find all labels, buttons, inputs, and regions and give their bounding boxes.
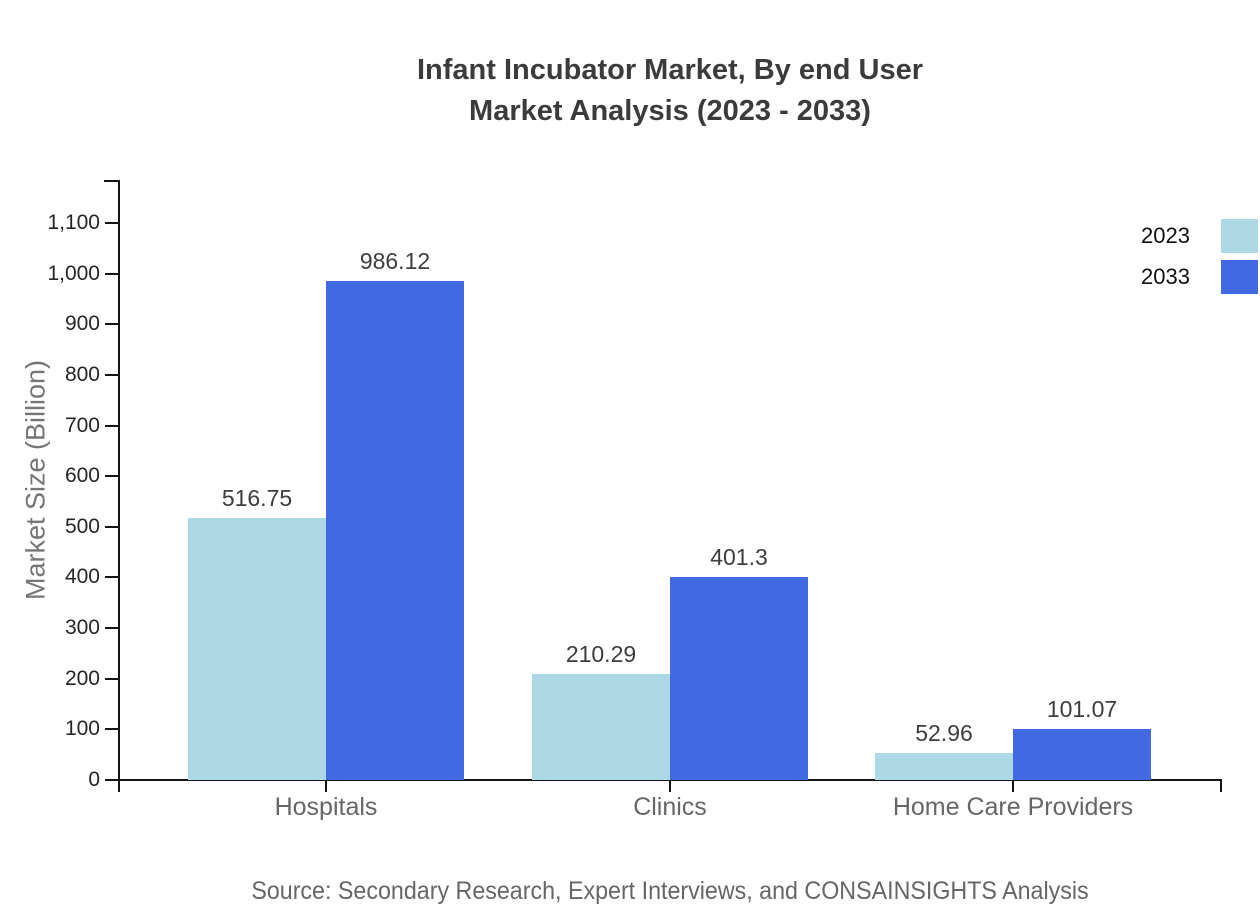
y-tick <box>105 576 119 579</box>
y-tick-label: 900 <box>64 312 100 336</box>
legend-swatch-2023 <box>1221 219 1258 253</box>
x-tick <box>669 780 671 792</box>
bar-2033-clinics <box>670 576 808 780</box>
y-tick-label: 300 <box>64 616 100 640</box>
y-tick <box>105 728 119 731</box>
bar-2023-clinics <box>532 673 670 780</box>
y-tick <box>105 424 119 427</box>
value-label-2033-hospitals: 986.12 <box>359 247 431 274</box>
y-tick-label: 800 <box>64 362 100 386</box>
bar-2033-home-care-providers <box>1013 728 1151 780</box>
value-label-2033-clinics: 401.3 <box>710 543 768 570</box>
x-tick <box>325 780 327 792</box>
x-tick <box>1012 780 1014 792</box>
y-tick <box>105 525 119 528</box>
value-label-2033-home-care-providers: 101.07 <box>1046 695 1118 722</box>
chart-title-line2: Market Analysis (2023 - 2033) <box>469 95 871 127</box>
legend-label-2023: 2023 <box>1141 223 1190 248</box>
chart-title-line1: Infant Incubator Market, By end User <box>417 54 923 86</box>
y-tick <box>105 627 119 630</box>
source-note: Source: Secondary Research, Expert Inter… <box>251 877 1089 905</box>
x-axis-end-cap <box>1220 779 1222 792</box>
y-axis-line <box>118 180 120 792</box>
category-label-home-care-providers: Home Care Providers <box>892 793 1134 821</box>
y-tick <box>105 677 119 680</box>
value-label-2023-clinics: 210.29 <box>565 640 637 667</box>
y-tick <box>105 475 119 478</box>
y-tick-label: 500 <box>64 514 100 538</box>
y-tick-label: 600 <box>64 464 100 488</box>
bar-2023-hospitals <box>188 518 326 780</box>
legend-swatch-2033 <box>1221 260 1258 294</box>
value-label-2023-hospitals: 516.75 <box>221 485 293 512</box>
y-tick <box>105 272 119 275</box>
y-tick-label: 1,000 <box>47 261 100 285</box>
bar-2023-home-care-providers <box>875 753 1013 780</box>
legend-item-2023: 2023 <box>1141 219 1258 253</box>
y-tick-label: 200 <box>64 666 100 690</box>
category-label-hospitals: Hospitals <box>274 793 378 821</box>
y-axis-top-cap <box>104 180 120 182</box>
y-tick-label: 1,100 <box>47 211 100 234</box>
legend-label-2033: 2033 <box>1141 264 1190 289</box>
y-tick-label: 100 <box>64 717 100 741</box>
y-tick <box>105 222 119 224</box>
y-axis-title: Market Size (Billion) <box>20 359 51 601</box>
chart-title: Infant Incubator Market, By end User Mar… <box>120 50 1220 132</box>
y-tick-label: 400 <box>64 565 100 589</box>
y-tick <box>105 373 119 376</box>
y-tick-label: 700 <box>64 413 100 437</box>
category-label-clinics: Clinics <box>633 793 707 821</box>
legend: 2023 2033 <box>1141 219 1258 301</box>
y-tick <box>105 779 119 781</box>
bar-2033-hospitals <box>326 280 464 780</box>
value-label-2023-home-care-providers: 52.96 <box>915 720 973 747</box>
legend-item-2033: 2033 <box>1141 260 1258 294</box>
y-tick-label: 0 <box>88 768 100 791</box>
y-tick <box>105 323 119 326</box>
